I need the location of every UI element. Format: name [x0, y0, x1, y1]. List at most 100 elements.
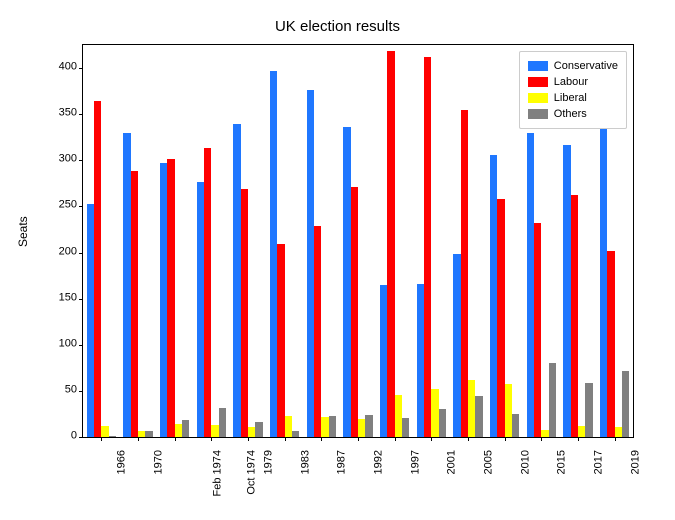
legend-item: Conservative [528, 58, 618, 74]
x-tick-mark [248, 437, 249, 441]
bar [417, 284, 424, 437]
x-tick-mark [578, 437, 579, 441]
bar [490, 155, 497, 437]
x-tick-label: 2010 [519, 450, 531, 474]
y-axis-label: Seats [16, 216, 30, 247]
x-tick-label: Oct 1974 [246, 450, 258, 495]
bar [424, 57, 431, 437]
x-tick-mark [505, 437, 506, 441]
x-tick-label: 1983 [299, 450, 311, 474]
bar [241, 189, 248, 437]
bar [475, 396, 482, 437]
bar [321, 417, 328, 437]
x-tick-mark [431, 437, 432, 441]
bar [439, 409, 446, 437]
legend-swatch [528, 93, 548, 103]
bar [600, 100, 607, 437]
y-tick-label: 50 [65, 384, 77, 395]
bar [314, 226, 321, 437]
legend-label: Others [554, 108, 587, 120]
y-tick-mark [79, 206, 83, 207]
legend-swatch [528, 61, 548, 71]
bar [248, 427, 255, 437]
x-tick-mark [138, 437, 139, 441]
bar [549, 363, 556, 437]
y-tick-label: 300 [59, 154, 77, 165]
x-tick-label: Feb 1974 [211, 450, 223, 496]
legend-label: Conservative [554, 60, 618, 72]
bar [505, 384, 512, 437]
bar [307, 90, 314, 437]
x-tick-mark [211, 437, 212, 441]
y-tick-label: 0 [71, 431, 77, 442]
bar [395, 395, 402, 437]
y-tick-label: 200 [59, 246, 77, 257]
legend-label: Labour [554, 76, 588, 88]
x-tick-mark [541, 437, 542, 441]
y-tick-label: 150 [59, 292, 77, 303]
x-tick-label: 2017 [592, 450, 604, 474]
x-tick-mark [358, 437, 359, 441]
x-tick-mark [468, 437, 469, 441]
bar [468, 380, 475, 437]
x-tick-label: 1987 [336, 450, 348, 474]
y-tick-label: 250 [59, 200, 77, 211]
bar [101, 426, 108, 437]
y-tick-mark [79, 391, 83, 392]
x-tick-mark [285, 437, 286, 441]
bar [387, 51, 394, 437]
bar [197, 182, 204, 437]
bar [87, 204, 94, 437]
bar [461, 110, 468, 437]
chart-container: UK election results Seats 05010015020025… [0, 0, 675, 520]
legend-item: Labour [528, 74, 618, 90]
bar [607, 251, 614, 437]
bar [365, 415, 372, 437]
bar [160, 163, 167, 437]
bar [563, 145, 570, 437]
y-tick-mark [79, 345, 83, 346]
legend-swatch [528, 77, 548, 87]
bar [351, 187, 358, 437]
x-tick-label: 2005 [482, 450, 494, 474]
x-tick-label: 1979 [262, 450, 274, 474]
bar [131, 171, 138, 437]
bar [541, 430, 548, 437]
bar [402, 418, 409, 437]
legend-label: Liberal [554, 92, 587, 104]
bar [571, 195, 578, 437]
plot-area: Conservative Labour Liberal Others [82, 44, 634, 438]
x-tick-label: 2001 [446, 450, 458, 474]
bar [167, 159, 174, 437]
y-tick-mark [79, 68, 83, 69]
bar [94, 101, 101, 437]
bar [145, 431, 152, 437]
x-tick-label: 2019 [629, 450, 641, 474]
bar [343, 127, 350, 437]
bar [622, 371, 629, 437]
y-tick-mark [79, 437, 83, 438]
x-tick-label: 1970 [152, 450, 164, 474]
bar [285, 416, 292, 437]
y-tick-mark [79, 253, 83, 254]
legend-swatch [528, 109, 548, 119]
x-tick-mark [615, 437, 616, 441]
bar [292, 431, 299, 437]
bar [534, 223, 541, 437]
bar [431, 389, 438, 437]
bar [211, 425, 218, 437]
legend-item: Liberal [528, 90, 618, 106]
bar [270, 71, 277, 437]
chart-title: UK election results [0, 18, 675, 35]
x-tick-label: 1966 [116, 450, 128, 474]
bar [123, 133, 130, 437]
y-tick-mark [79, 299, 83, 300]
bar [615, 427, 622, 437]
bar [182, 420, 189, 437]
legend: Conservative Labour Liberal Others [519, 51, 627, 129]
bar [255, 422, 262, 437]
bar [585, 383, 592, 437]
legend-item: Others [528, 106, 618, 122]
bar [497, 199, 504, 437]
y-tick-mark [79, 114, 83, 115]
